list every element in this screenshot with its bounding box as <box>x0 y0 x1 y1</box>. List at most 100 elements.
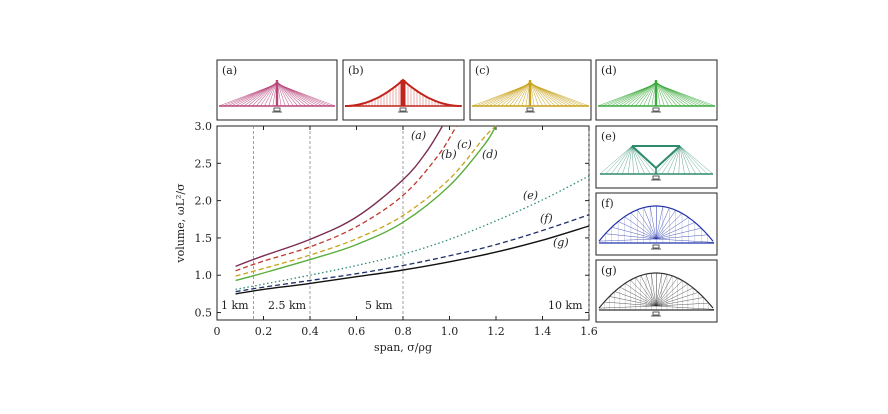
panel-d-cable-2-1 <box>655 80 665 107</box>
panel-e-cable-l7 <box>631 145 640 175</box>
panel-d-cable-3-0 <box>643 80 657 107</box>
panel-e-cable-r9 <box>679 145 708 175</box>
series-label-d: (d) <box>482 148 498 161</box>
panel-f-pier <box>652 244 660 249</box>
panel-a-cable-3-1 <box>276 80 290 107</box>
panel-d-cable-14-1 <box>655 83 716 107</box>
series-label-e: (e) <box>523 189 538 202</box>
series-label-b: (b) <box>441 148 457 161</box>
panel-e-cable-l8 <box>631 145 646 175</box>
panel-f-arch <box>598 205 714 242</box>
panel-g-spoke-16 <box>655 280 683 307</box>
panel-f-spoke-5 <box>630 212 657 240</box>
panel-f-spoke-12 <box>655 210 676 240</box>
panel-f-spoke-8 <box>649 206 657 240</box>
series-lines <box>235 125 590 295</box>
y-tick-label-4: 2.5 <box>195 157 213 170</box>
x-tick-label-2: 0.4 <box>301 325 319 338</box>
panel-e: (e) <box>595 125 718 189</box>
panel-c-cable-2-0 <box>521 80 531 107</box>
panel-g-spoke-13 <box>655 274 668 307</box>
reference-lines <box>253 126 590 320</box>
panel-d-cable-14-0 <box>597 83 657 107</box>
panel-d: (d) <box>595 59 718 121</box>
panel-g: (g) <box>595 259 718 323</box>
panel-f-spoke-16 <box>655 227 702 240</box>
panel-g-spoke-22 <box>655 305 715 310</box>
x-tick-label-5: 1.0 <box>441 325 459 338</box>
panel-g-spoke-3 <box>614 291 657 307</box>
panel-g-spoke-21 <box>655 302 709 307</box>
panel-e-strut-1 <box>655 145 681 169</box>
y-tick-label-5: 3.0 <box>195 120 213 133</box>
panel-g-spoke-4 <box>619 286 657 307</box>
x-tick-label-0: 0 <box>214 325 221 338</box>
panel-f-spoke-14 <box>655 217 689 240</box>
y-tick-label-0: 0.5 <box>195 307 213 320</box>
y-tick-label-1: 1.0 <box>195 269 213 282</box>
ref-label-1km: 1 km <box>221 299 249 312</box>
panel-g-spoke-12 <box>655 273 662 307</box>
series-label-f: (f) <box>540 212 553 225</box>
panel-g-spoke-19 <box>655 292 699 307</box>
panel-e-cable-l10 <box>631 145 657 175</box>
panel-f-spoke-7 <box>643 207 657 240</box>
panel-e-cable-l3 <box>616 145 633 175</box>
series-label-a: (a) <box>411 129 426 142</box>
panel-g-spoke-6 <box>630 279 657 307</box>
panel-a: (a) <box>216 59 338 121</box>
axis-ticks <box>216 125 590 320</box>
panel-g-label: (g) <box>601 264 617 277</box>
panel-g-spoke-14 <box>655 275 673 307</box>
panel-e-cable-r2 <box>667 145 681 175</box>
panel-e-cable-l5 <box>627 145 633 175</box>
x-axis-label: span, σ/ρg <box>374 341 432 354</box>
y-tick-label-2: 1.5 <box>195 232 213 245</box>
panel-c-bridge-drawing <box>471 80 590 113</box>
panel-e-cable-l1 <box>605 145 633 175</box>
panel-g-spoke-0 <box>598 305 657 309</box>
panel-f-spoke-18 <box>655 238 715 243</box>
panel-a-cable-2-1 <box>276 80 286 107</box>
panel-e-cable-r10 <box>679 145 714 175</box>
panel-e-pier <box>652 175 660 180</box>
panel-g-spoke-20 <box>655 297 704 307</box>
panel-a-label: (a) <box>222 64 237 77</box>
series-line-e <box>235 175 590 291</box>
panel-f-spoke-17 <box>655 234 708 240</box>
panel-a-bridge-drawing <box>218 80 336 113</box>
panel-e-cable-r4 <box>678 145 681 175</box>
ref-label-5km: 5 km <box>365 299 393 312</box>
panel-d-cable-3-1 <box>655 80 669 107</box>
panel-e-cable-l4 <box>622 145 633 175</box>
panel-g-spoke-9 <box>645 273 657 307</box>
panel-g-spoke-1 <box>604 301 657 307</box>
panel-f-label: (f) <box>601 197 614 210</box>
series-line-c <box>235 125 497 277</box>
panel-e-cable-l0 <box>599 145 633 175</box>
panel-b: (b) <box>342 59 465 121</box>
panel-e-strut-0 <box>631 145 657 169</box>
ref-label-2.5km: 2.5 km <box>268 299 307 312</box>
panel-c: (c) <box>469 59 592 121</box>
panel-f-spoke-0 <box>598 238 657 242</box>
panel-e-cable-r7 <box>679 145 697 175</box>
panel-f: (f) <box>595 192 718 256</box>
panel-e-label: (e) <box>601 130 616 143</box>
x-tick-labels: 0 0.2 0.4 0.6 0.8 1.0 1.2 1.4 1.6 <box>214 325 598 338</box>
panel-f-spoke-2 <box>611 226 657 240</box>
panel-f-spoke-13 <box>655 213 683 240</box>
panel-a-cable-3-0 <box>264 80 278 107</box>
panel-e-frame <box>595 125 718 189</box>
panel-f-spoke-6 <box>637 209 657 240</box>
panel-b-tower <box>400 80 406 106</box>
panel-g-spoke-8 <box>640 275 657 307</box>
reference-labels: 1 km 2.5 km 5 km 10 km <box>221 299 583 312</box>
panel-e-cable-r5 <box>679 145 685 175</box>
panel-d-label: (d) <box>601 64 617 77</box>
panel-f-spoke-1 <box>605 233 657 240</box>
series-line-g <box>235 225 590 295</box>
panel-g-spoke-15 <box>655 277 678 307</box>
panel-c-cable-3-0 <box>517 80 531 107</box>
